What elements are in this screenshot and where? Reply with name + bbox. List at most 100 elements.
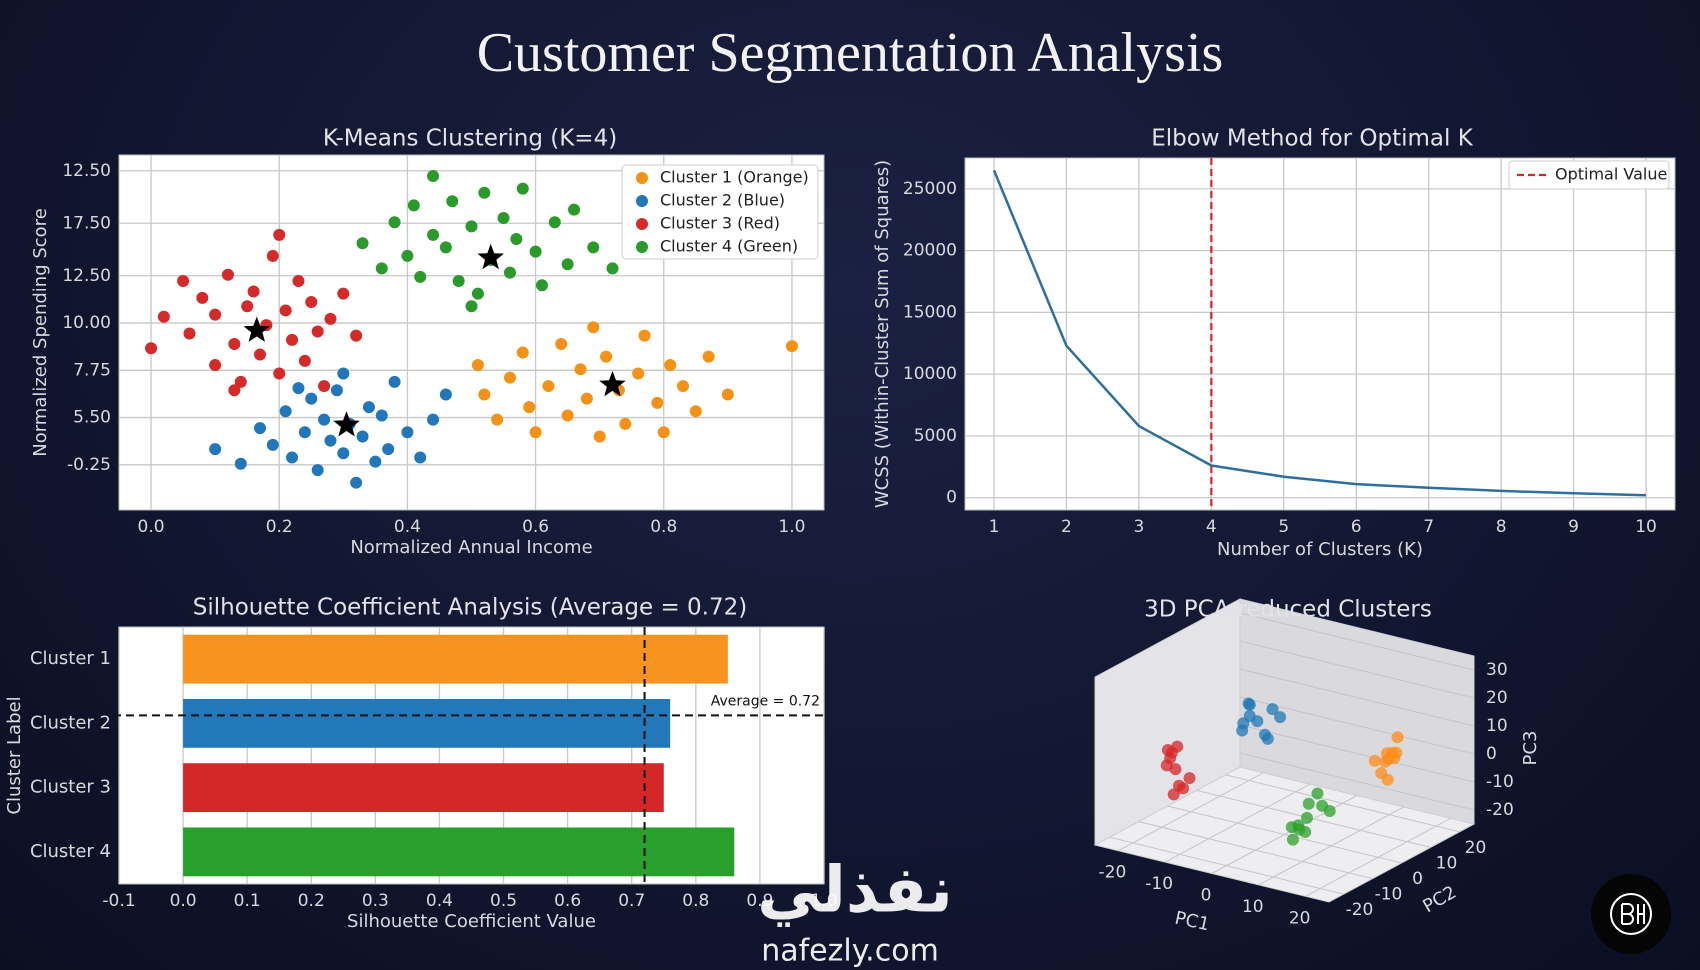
- x-tick-label: 1: [989, 517, 1000, 537]
- data-point: [503, 266, 516, 279]
- data-point: [1243, 710, 1256, 723]
- data-point: [356, 430, 369, 443]
- data-point: [702, 350, 715, 363]
- data-point: [157, 310, 170, 323]
- y-axis-label: Normalized Spending Score: [30, 208, 51, 457]
- x-tick-label: 10: [1242, 897, 1264, 917]
- x-tick-label: 6: [1351, 517, 1362, 537]
- data-point: [298, 354, 311, 367]
- data-point: [529, 426, 542, 439]
- logo-ring: [1610, 893, 1652, 935]
- x-axis-label: PC1: [1173, 908, 1211, 936]
- data-point: [228, 384, 241, 397]
- grid-line: [1239, 612, 1475, 671]
- data-point: [587, 241, 600, 254]
- data-point: [177, 275, 190, 288]
- data-point: [439, 241, 452, 254]
- x-tick-label: 5: [1278, 517, 1289, 537]
- y-tick-label: 15000: [903, 302, 957, 322]
- x-tick-label: 0.1: [234, 891, 261, 911]
- data-point: [587, 321, 600, 334]
- data-point: [593, 430, 606, 443]
- data-point: [330, 384, 343, 397]
- x-tick-label: 0: [1201, 886, 1212, 906]
- data-point: [414, 270, 427, 283]
- bar: [183, 827, 735, 877]
- data-point: [503, 371, 516, 384]
- data-point: [382, 443, 395, 456]
- y-tick-label: Cluster 4: [30, 841, 111, 862]
- grid-line: [1239, 696, 1475, 755]
- data-point: [318, 380, 331, 393]
- y-tick-label: 12.50: [62, 266, 111, 286]
- data-point: [427, 413, 440, 426]
- data-point: [1242, 697, 1255, 710]
- grid-line: [1239, 668, 1475, 727]
- x-axis-label: Number of Clusters (K): [1217, 539, 1423, 560]
- data-point: [600, 350, 613, 363]
- data-point: [568, 203, 581, 216]
- x-axis-label: Silhouette Coefficient Value: [347, 911, 596, 932]
- x-tick-label: 0.0: [170, 891, 197, 911]
- data-point: [266, 249, 279, 262]
- data-point: [1381, 773, 1394, 786]
- data-point: [516, 346, 529, 359]
- x-tick-label: 20: [1289, 908, 1311, 928]
- y-tick-label: 25000: [903, 179, 957, 199]
- data-point: [677, 380, 689, 393]
- x-tick-label: 0.2: [266, 517, 293, 537]
- data-point: [721, 388, 734, 401]
- x-tick-label: 0.6: [554, 891, 581, 911]
- legend-label: Cluster 4 (Green): [660, 237, 798, 256]
- y-tick-label: 10: [1436, 853, 1458, 873]
- x-tick-label: 8: [1496, 517, 1507, 537]
- data-point: [1261, 732, 1274, 745]
- data-point: [273, 367, 286, 380]
- data-point: [234, 375, 247, 388]
- data-point: [196, 291, 209, 304]
- data-point: [523, 401, 536, 414]
- x-tick-label: -20: [1099, 863, 1127, 883]
- data-point: [664, 359, 677, 372]
- data-point: [375, 262, 388, 275]
- grid-line: [1239, 640, 1475, 699]
- data-point: [542, 380, 555, 393]
- watermark-arabic: نفذلي: [757, 854, 953, 928]
- data-point: [266, 438, 279, 451]
- data-point: [298, 426, 311, 439]
- legend-label: Optimal Value: [1555, 165, 1667, 184]
- data-point: [529, 245, 542, 258]
- data-point: [292, 382, 305, 395]
- data-point: [209, 308, 222, 321]
- data-point: [689, 405, 702, 418]
- data-point: [324, 312, 337, 325]
- data-point: [657, 426, 670, 439]
- z-axis-label: PC3: [1520, 731, 1541, 766]
- chart-title: Silhouette Coefficient Analysis (Average…: [193, 595, 747, 621]
- data-point: [401, 249, 414, 262]
- bar: [183, 634, 728, 684]
- y-tick-label: 5000: [914, 426, 957, 446]
- chart-title: Elbow Method for Optimal K: [1151, 126, 1474, 152]
- data-point: [619, 417, 632, 430]
- data-point: [414, 451, 427, 464]
- x-tick-label: 3: [1133, 517, 1144, 537]
- data-point: [1302, 797, 1315, 810]
- data-point: [388, 216, 401, 229]
- x-tick-label: 0.8: [682, 891, 709, 911]
- data-point: [471, 287, 484, 300]
- x-tick-label: 0.5: [490, 891, 517, 911]
- data-point: [221, 268, 234, 281]
- data-point: [279, 304, 292, 317]
- data-point: [1160, 759, 1173, 772]
- x-tick-label: 0.9: [746, 891, 773, 911]
- y-axis-label: PC2: [1419, 882, 1460, 918]
- data-point: [337, 367, 350, 380]
- data-point: [1323, 804, 1336, 817]
- data-point: [491, 413, 504, 426]
- data-point: [465, 220, 478, 233]
- legend: [621, 164, 819, 260]
- centroid: [333, 411, 360, 437]
- x-axis-label: Normalized Annual Income: [350, 537, 592, 558]
